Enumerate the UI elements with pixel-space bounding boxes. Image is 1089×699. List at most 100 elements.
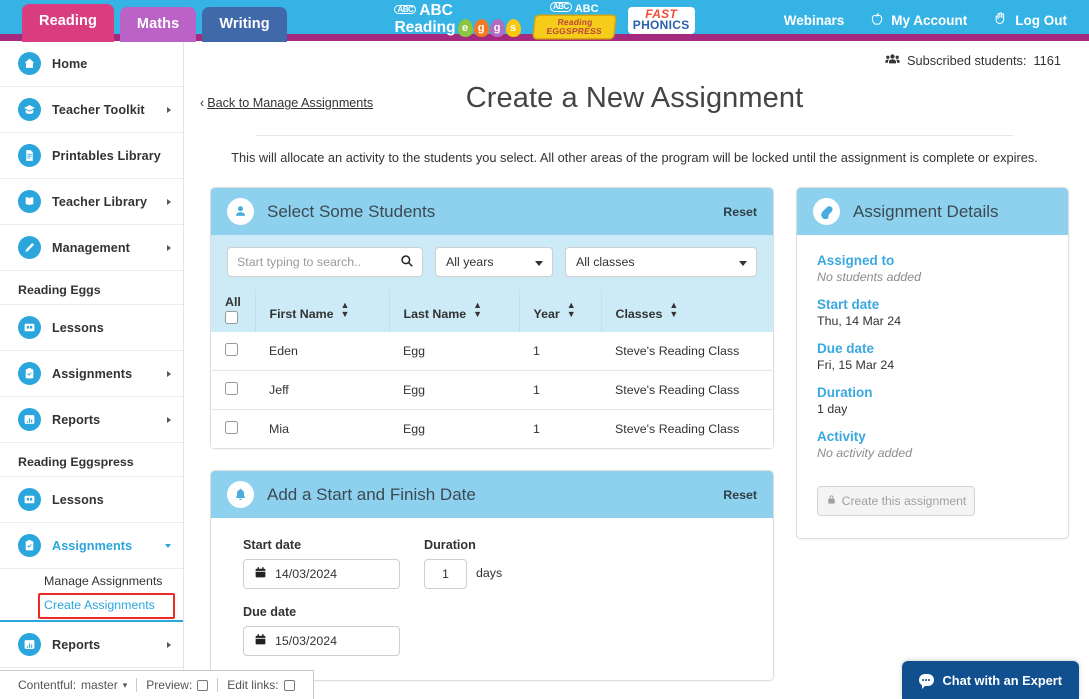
cell-year: 1	[519, 332, 601, 372]
detail-value-start-date: Thu, 14 Mar 24	[817, 314, 902, 328]
sidebar-item-printables-library[interactable]: Printables Library	[0, 133, 183, 179]
due-date-value: 15/03/2024	[275, 634, 338, 649]
th-all: All	[211, 290, 256, 333]
search-input[interactable]	[228, 248, 422, 276]
back-to-manage-assignments-link[interactable]: ‹ Back to Manage Assignments	[200, 96, 373, 110]
create-assignment-button[interactable]: Create this assignment	[817, 486, 975, 516]
header-divider	[256, 135, 1013, 136]
student-filters: All years All classes	[211, 235, 773, 290]
th-all-label: All	[225, 295, 241, 309]
select-students-card: Select Some Students Reset All years All…	[210, 187, 774, 450]
tab-maths[interactable]: Maths	[119, 6, 197, 42]
paperclip-icon	[813, 198, 840, 225]
row-checkbox-cell	[211, 370, 255, 411]
nav-webinars-label: Webinars	[783, 12, 845, 28]
sidebar-item-teacher-library[interactable]: Teacher Library	[0, 179, 183, 225]
detail-key-activity: Activity	[817, 429, 866, 444]
abc-mark: ABC	[549, 2, 572, 13]
fast-phonics-logo: FAST PHONICS	[627, 6, 695, 35]
reset-students-button[interactable]: Reset	[723, 204, 757, 219]
user-icon	[227, 198, 254, 225]
page-title: Create a New Assignment	[465, 82, 804, 114]
cell-year: 1	[519, 409, 601, 449]
class-filter-select[interactable]: All classes	[565, 247, 757, 277]
egg-letter: g	[473, 18, 489, 37]
sidebar-item-re-assignments[interactable]: Assignments	[0, 351, 183, 397]
sidebar-item-re-lessons[interactable]: Lessons	[0, 305, 183, 351]
detail-value-assigned-to: No students added	[817, 270, 922, 284]
start-date-input[interactable]: 14/03/2024	[243, 559, 400, 590]
date-card-title: Add a Start and Finish Date	[267, 484, 476, 504]
bar-chart-icon	[18, 408, 41, 431]
select-all-checkbox[interactable]	[225, 311, 238, 325]
detail-key-duration: Duration	[817, 385, 873, 400]
page-body: Home Teacher Toolkit Printables Library …	[0, 41, 1089, 699]
contentful-branch-select[interactable]: Contentful: master ▾	[9, 678, 136, 692]
subscribed-students-label: Subscribed students:	[906, 53, 1027, 68]
start-finish-date-card: Add a Start and Finish Date Reset Start …	[210, 470, 774, 682]
row-checkbox-cell	[211, 332, 255, 372]
tab-writing[interactable]: Writing	[202, 6, 287, 42]
contentful-preview-toggle[interactable]: Preview:	[136, 678, 217, 692]
chat-with-expert-button[interactable]: Chat with an Expert	[901, 661, 1079, 699]
sidebar-item-label: Assignments	[52, 366, 133, 381]
sidebar-item-label: Printables Library	[52, 148, 161, 163]
sidebar-item-re-reports[interactable]: Reports	[0, 397, 183, 443]
duration-label: Duration	[424, 538, 476, 553]
sidebar: Home Teacher Toolkit Printables Library …	[0, 41, 184, 699]
open-book-icon	[18, 190, 41, 213]
sidebar-item-ee-lessons[interactable]: Lessons	[0, 477, 183, 523]
detail-key-assigned-to: Assigned to	[817, 253, 895, 268]
contentful-edit-links-toggle[interactable]: Edit links:	[217, 678, 303, 692]
program-tabs: Reading Maths Writing	[22, 3, 287, 42]
search-students-box[interactable]	[227, 247, 423, 277]
chevron-right-icon	[167, 641, 171, 648]
subscribed-students-count: 1161	[1033, 53, 1061, 68]
sidebar-item-ee-assignments[interactable]: Assignments	[0, 523, 183, 569]
row-checkbox[interactable]	[225, 382, 238, 396]
due-date-input[interactable]: 15/03/2024	[243, 626, 400, 657]
cell-classes: Steve's Reading Class	[601, 409, 773, 449]
nav-my-account[interactable]: My Account	[870, 12, 967, 29]
th-year[interactable]: Year ▲ ▼	[519, 290, 602, 333]
sidebar-item-management[interactable]: Management	[0, 225, 183, 271]
sort-icon: ▲ ▼	[473, 300, 483, 320]
reset-dates-button[interactable]: Reset	[723, 487, 757, 502]
sidebar-subitem-manage-assignments[interactable]: Manage Assignments	[44, 574, 163, 588]
row-checkbox[interactable]	[225, 343, 238, 357]
sidebar-item-teacher-toolkit[interactable]: Teacher Toolkit	[0, 87, 183, 133]
top-header: Reading Maths Writing ABC ABC Reading e g…	[0, 0, 1089, 42]
sidebar-item-ee-reports[interactable]: Reports	[0, 622, 183, 668]
preview-checkbox[interactable]	[197, 679, 209, 691]
th-classes[interactable]: Classes ▲ ▼	[601, 290, 773, 333]
bell-icon	[227, 481, 254, 509]
row-checkbox[interactable]	[225, 421, 238, 435]
sort-icon: ▲ ▼	[566, 300, 576, 320]
sidebar-item-home[interactable]: Home	[0, 41, 183, 87]
th-classes-label: Classes	[615, 307, 663, 322]
nav-webinars[interactable]: Webinars	[784, 13, 845, 28]
chat-bubble-icon	[918, 674, 934, 689]
book-icon	[18, 488, 41, 511]
assignment-details-card: Assignment Details Assigned to No studen…	[796, 187, 1069, 539]
year-filter-select[interactable]: All years	[435, 247, 553, 277]
date-card-body: Start date 14/03/2024 Duration	[211, 518, 773, 681]
sidebar-subitem-create-assignments[interactable]: Create Assignments	[44, 598, 155, 612]
nav-log-out[interactable]: Log Out	[993, 11, 1067, 29]
duration-input[interactable]: 1	[424, 559, 467, 590]
eggspress-wordmark: Reading EGGSPRESS	[533, 15, 615, 38]
th-last-name[interactable]: Last Name ▲ ▼	[389, 290, 520, 333]
sort-icon: ▲ ▼	[669, 300, 679, 320]
clipboard-check-icon	[18, 534, 41, 557]
edit-links-checkbox[interactable]	[283, 679, 295, 691]
egg-letter: e	[457, 18, 473, 37]
date-row-start: Start date 14/03/2024 Duration	[243, 538, 773, 590]
tab-reading[interactable]: Reading	[22, 3, 114, 42]
th-last-name-label: Last Name	[403, 307, 467, 322]
sidebar-group-reading-eggs: Reading Eggs	[0, 271, 183, 305]
th-first-name[interactable]: First Name ▲ ▼	[255, 290, 390, 333]
students-table-head: All First Name ▲ ▼ Last Name ▲ ▼ Year ▲ ▼ Clas…	[211, 290, 773, 333]
table-row: Jeff Egg 1 Steve's Reading Class	[211, 370, 773, 411]
cell-last-name: Egg	[389, 332, 519, 372]
page-header: ‹ Back to Manage Assignments Create a Ne…	[200, 74, 1069, 165]
